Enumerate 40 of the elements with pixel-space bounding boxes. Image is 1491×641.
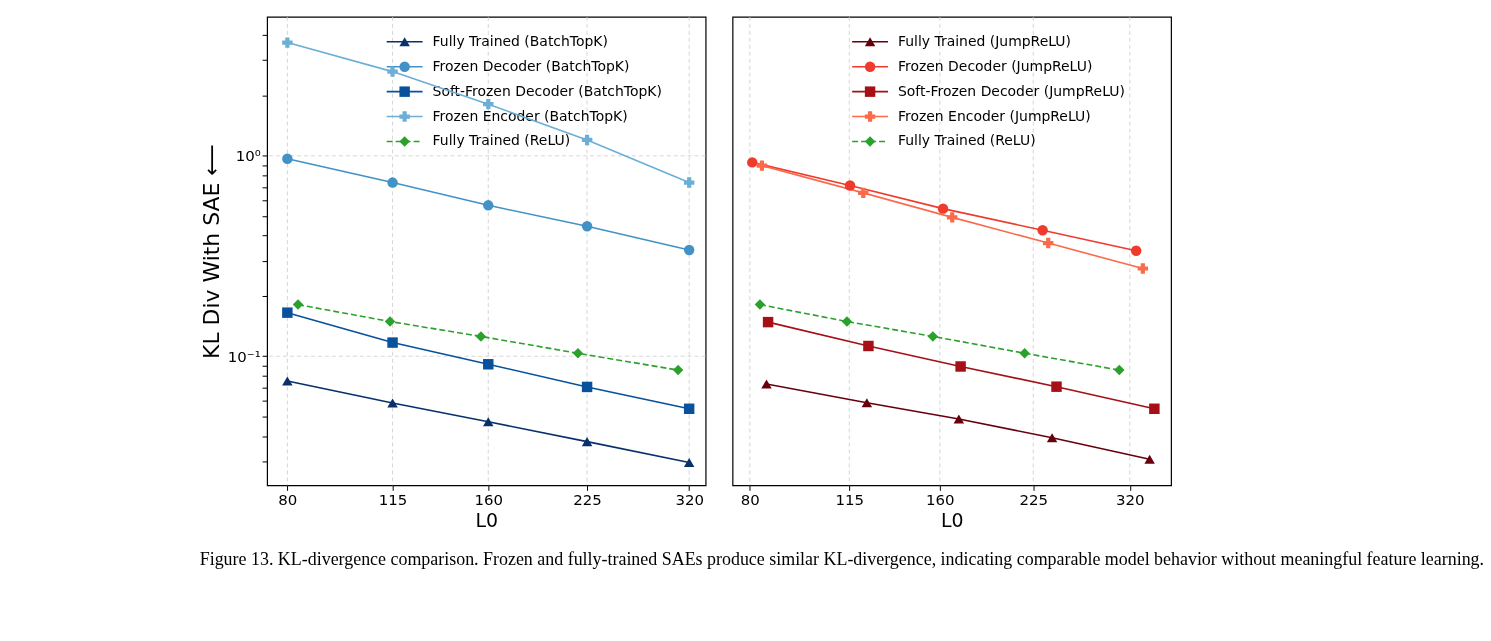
legend-label: Frozen Decoder (BatchTopK)	[432, 57, 630, 74]
x-tick-label: 115	[835, 490, 865, 509]
point	[683, 244, 695, 256]
point	[483, 200, 494, 211]
caption: Figure 13. KL-divergence comparison. Frozen and fully-trained SAEs produce similar KL-divergence, indicating comparable model behavior without meaningful feature learning.	[199, 548, 1485, 569]
point	[683, 177, 695, 188]
point	[483, 417, 494, 427]
x-axis-title: L0	[475, 508, 499, 531]
point	[483, 359, 494, 370]
x-tick-label: 115	[378, 490, 408, 509]
x-tick-label: 225	[1019, 490, 1049, 509]
point	[581, 381, 593, 393]
point	[282, 153, 293, 165]
legend-label: Frozen Encoder (JumpReLU)	[897, 107, 1091, 124]
point	[683, 458, 695, 468]
x-tick-label: 80	[278, 490, 298, 509]
x-tick-label: 160	[474, 490, 504, 509]
point	[282, 37, 293, 48]
legend-label: Soft-Frozen Decoder (JumpReLU)	[897, 82, 1125, 99]
x-axis-title: L0	[941, 508, 964, 531]
x-tick-label: 225	[573, 490, 602, 509]
point	[483, 98, 494, 110]
point	[683, 403, 695, 414]
legend-label: Frozen Decoder (JumpReLU)	[897, 57, 1093, 74]
point	[581, 134, 593, 146]
x-tick-label: 160	[926, 490, 955, 509]
point	[581, 437, 593, 447]
x-tick-label: 320	[1116, 490, 1145, 509]
point	[282, 376, 293, 386]
x-tick-label: 80	[740, 490, 760, 509]
y-tick-label: 10⁻¹	[227, 347, 261, 366]
point	[282, 307, 293, 318]
legend-label: Fully Trained (ReLU)	[432, 132, 571, 149]
point	[581, 221, 593, 232]
legend-label: Fully Trained (JumpReLU)	[897, 32, 1071, 49]
legend-label: Fully Trained (ReLU)	[897, 132, 1036, 149]
legend-label: Fully Trained (BatchTopK)	[432, 32, 608, 49]
y-tick-label: 10⁰	[235, 147, 261, 166]
y-axis-title: KL Div With SAE ⟵	[198, 144, 224, 359]
x-tick-label: 320	[675, 490, 704, 509]
